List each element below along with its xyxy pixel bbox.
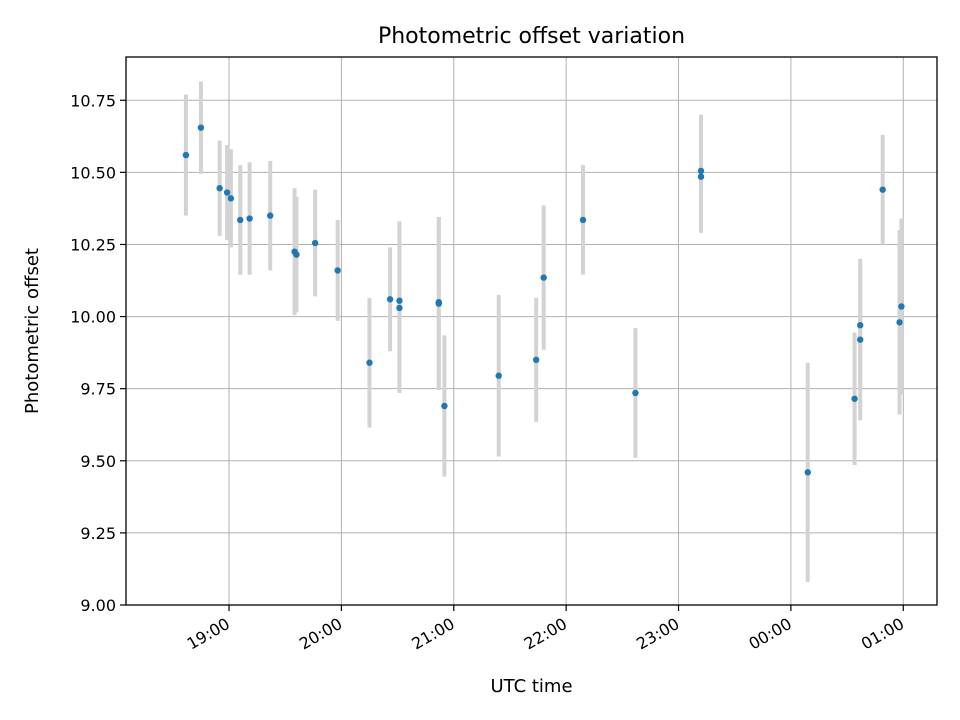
data-point <box>851 395 858 402</box>
plot-frame <box>125 56 938 606</box>
chart-title: Photometric offset variation <box>378 24 685 49</box>
data-point <box>293 251 300 258</box>
data-point <box>632 389 639 397</box>
data-point <box>896 319 903 326</box>
data-point <box>435 300 442 307</box>
y-tick-label: 10.50 <box>70 163 116 182</box>
data-point <box>366 359 373 366</box>
data-point <box>540 274 547 281</box>
y-tick-label: 9.25 <box>80 524 116 543</box>
data-point <box>898 303 905 310</box>
y-tick-label: 10.25 <box>70 235 116 254</box>
data-point <box>579 216 587 224</box>
data-point <box>311 239 319 247</box>
data-point <box>857 322 864 329</box>
data-point <box>879 186 886 193</box>
data-points <box>182 124 905 476</box>
data-point <box>396 304 403 312</box>
data-point <box>386 296 394 303</box>
data-point <box>237 216 244 224</box>
y-tick-label: 9.75 <box>80 380 116 399</box>
data-point <box>223 189 231 196</box>
data-point <box>197 124 205 131</box>
data-point <box>267 212 274 219</box>
y-axis-label: Photometric offset <box>22 248 43 414</box>
data-point <box>697 167 705 175</box>
y-axis-ticks: 9.00 9.25 9.50 9.75 10.00 10.25 10.50 10.75 <box>70 91 126 615</box>
data-point <box>246 215 253 222</box>
data-point <box>495 372 502 379</box>
data-point <box>532 356 540 364</box>
y-tick-label: 9.00 <box>80 596 116 615</box>
data-point <box>396 297 403 304</box>
y-tick-label: 10.00 <box>70 308 116 327</box>
data-point <box>216 185 223 192</box>
data-point <box>441 402 448 410</box>
data-point <box>334 267 341 274</box>
data-point <box>804 469 811 476</box>
grid-lines <box>126 57 937 606</box>
x-axis-label: UTC time <box>490 676 572 697</box>
data-point <box>227 195 235 202</box>
y-tick-label: 9.50 <box>80 452 116 471</box>
data-point <box>182 151 190 159</box>
data-point <box>857 336 864 343</box>
y-tick-label: 10.75 <box>70 91 116 110</box>
data-point <box>697 173 705 180</box>
